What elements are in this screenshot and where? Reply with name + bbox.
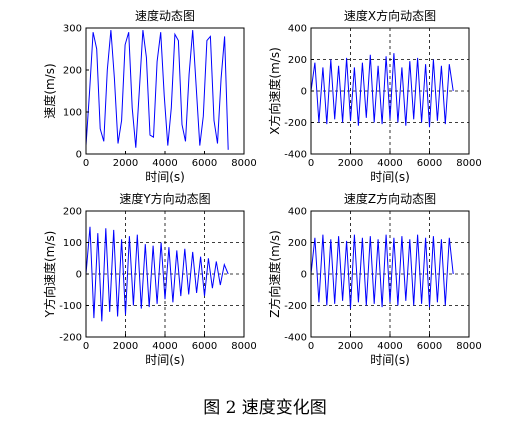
figure-caption: 图 2 速度变化图 bbox=[203, 398, 327, 418]
chart2-xtick-label: 0 bbox=[308, 158, 314, 169]
chart1-ytick-label: 200 bbox=[63, 66, 82, 77]
chart2-title: 速度X方向动态图 bbox=[344, 8, 436, 23]
chart3-xtick-label: 0 bbox=[83, 341, 89, 352]
chart2-xtick-label: 4000 bbox=[377, 158, 402, 169]
chart1-xtick-label: 6000 bbox=[192, 158, 217, 169]
chart3-xtick-label: 2000 bbox=[113, 341, 138, 352]
chart2-xlabel: 时间(s) bbox=[370, 170, 410, 184]
chart3-xtick-label: 6000 bbox=[192, 341, 217, 352]
chart3-xtick-label: 4000 bbox=[152, 341, 177, 352]
chart1-title: 速度动态图 bbox=[135, 8, 195, 23]
chart4-xlabel: 时间(s) bbox=[370, 353, 410, 367]
chart2-xtick-label: 8000 bbox=[456, 158, 481, 169]
chart4-xtick-label: 4000 bbox=[377, 341, 402, 352]
chart4-xtick-label: 2000 bbox=[338, 341, 363, 352]
chart3-ylabel: Y方向速度(m/s) bbox=[42, 231, 57, 319]
chart4-ytick-label: 200 bbox=[288, 238, 307, 249]
chart3-series-line bbox=[85, 226, 229, 322]
chart2-ytick-label: 0 bbox=[301, 87, 307, 98]
chart3-ytick-label: -100 bbox=[59, 301, 82, 312]
chart1-ytick-label: 300 bbox=[63, 24, 82, 35]
chart3-ytick-label: 100 bbox=[63, 238, 82, 249]
chart1-ytick-label: 100 bbox=[63, 108, 82, 119]
chart2-ytick-label: 400 bbox=[288, 24, 307, 35]
chart1-xtick-label: 8000 bbox=[231, 158, 256, 169]
chart2-ytick-label: -400 bbox=[284, 150, 307, 161]
chart4-xtick-label: 8000 bbox=[456, 341, 481, 352]
chart3-title: 速度Y方向动态图 bbox=[119, 191, 210, 206]
chart4-series-line bbox=[310, 234, 454, 309]
chart1-xlabel: 时间(s) bbox=[145, 170, 185, 184]
chart1-ylabel: 速度(m/s) bbox=[42, 63, 57, 118]
chart1-xtick-label: 0 bbox=[83, 158, 89, 169]
chart2-ylabel: X方向速度(m/s) bbox=[267, 47, 282, 135]
chart3-xtick-label: 8000 bbox=[231, 341, 256, 352]
chart1-xtick-label: 4000 bbox=[152, 158, 177, 169]
chart2-ytick-label: -200 bbox=[284, 118, 307, 129]
chart3-ytick-label: 0 bbox=[76, 270, 82, 281]
chart1-xtick-label: 2000 bbox=[113, 158, 138, 169]
chart1-series-line bbox=[85, 30, 229, 150]
chart1-ytick-label: 0 bbox=[76, 150, 82, 161]
chart4-xtick-label: 6000 bbox=[417, 341, 442, 352]
chart4-xtick-label: 0 bbox=[308, 341, 314, 352]
chart2-series-line bbox=[310, 53, 454, 128]
chart2-xtick-label: 2000 bbox=[338, 158, 363, 169]
chart2-xtick-label: 6000 bbox=[417, 158, 442, 169]
chart4-ytick-label: -400 bbox=[284, 333, 307, 344]
chart3-xlabel: 时间(s) bbox=[145, 353, 185, 367]
chart3-ytick-label: -200 bbox=[59, 333, 82, 344]
chart2-ytick-label: 200 bbox=[288, 55, 307, 66]
chart4-ytick-label: -200 bbox=[284, 301, 307, 312]
chart4-ylabel: Z方向速度(m/s) bbox=[267, 230, 282, 318]
chart3-ytick-label: 200 bbox=[63, 207, 82, 218]
chart4-ytick-label: 0 bbox=[301, 270, 307, 281]
chart4-ytick-label: 400 bbox=[288, 207, 307, 218]
chart4-title: 速度Z方向动态图 bbox=[344, 191, 436, 206]
